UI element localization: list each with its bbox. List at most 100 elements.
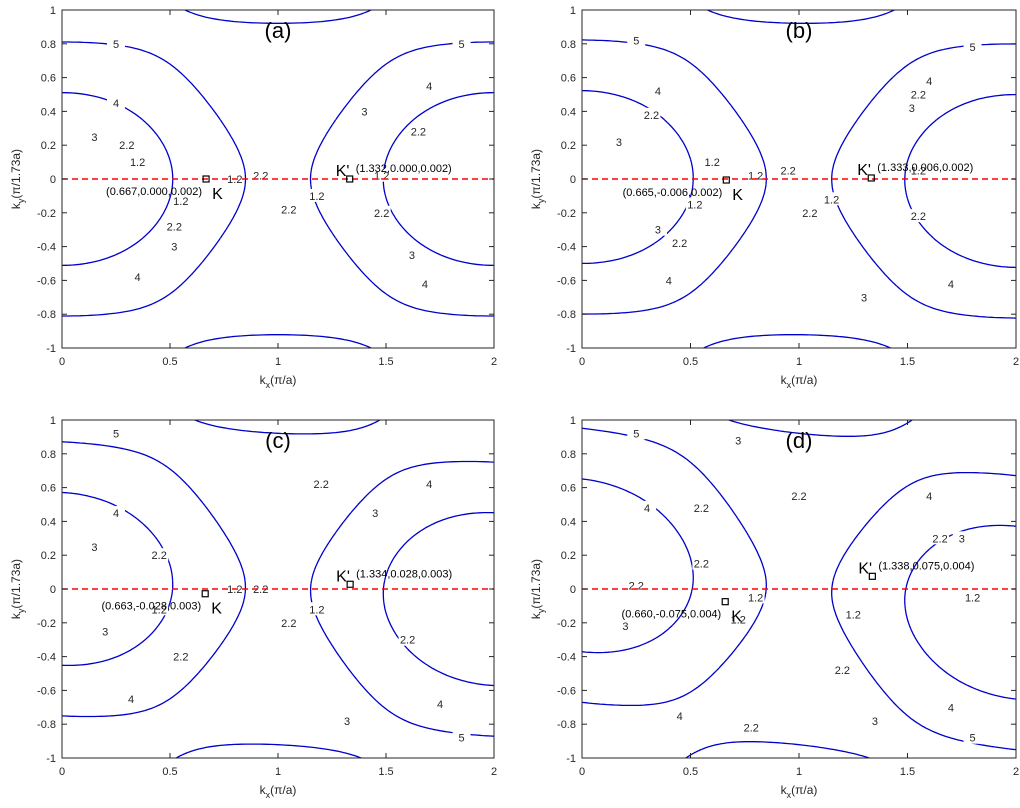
contour-label-bg — [150, 602, 169, 616]
contour-label: 1.2 — [152, 604, 167, 616]
contour-label-bg — [279, 615, 298, 629]
contour-label: 1.2 — [824, 194, 839, 206]
contour-label-bg — [312, 477, 331, 491]
contour-label: 1.2 — [965, 592, 980, 604]
contour-label: 1.2 — [748, 592, 763, 604]
y-tick-label: -1 — [566, 343, 576, 355]
y-tick-label: 0 — [570, 584, 576, 596]
contour-label: 4 — [426, 81, 432, 93]
contour-label: 2.2 — [791, 491, 806, 503]
contour-label: 4 — [926, 76, 932, 88]
contour-label-bg — [452, 36, 471, 50]
contour-label-bg — [171, 193, 190, 207]
x-tick-label: 0 — [579, 356, 585, 368]
panel-c: 1.2 1.2 1.2 2.2 2.2 2.2 2.2 2.2 2.2 3 3 3 3 4 4 4 4 5 5 0 0.… — [9, 415, 497, 800]
point-k-prime-label: K' — [336, 163, 350, 180]
x-tick-label: 0.5 — [683, 356, 698, 368]
y-tick-label: 0.6 — [41, 73, 56, 85]
contour-label: 2.2 — [400, 635, 415, 647]
contour-label: 1.2 — [309, 191, 324, 203]
x-tick-label: 1 — [796, 766, 802, 778]
contour-label-bg — [150, 548, 169, 562]
y-axis-label: ky(π/1.73a) — [9, 559, 26, 619]
contour-label: 1.2 — [227, 584, 242, 596]
contour-label: 2.2 — [744, 723, 759, 735]
contour-label-bg — [609, 134, 628, 148]
contour-level-2.2 — [62, 491, 494, 687]
contour-label: 4 — [113, 98, 119, 110]
y-tick-label: -0.4 — [557, 652, 576, 664]
point-k-coords: (0.667,0.000,0.002) — [106, 186, 202, 198]
contour-label: 3 — [102, 626, 108, 638]
x-tick-label: 1.5 — [378, 766, 393, 778]
contour-label: 2.2 — [167, 221, 182, 233]
contour-label: 3 — [171, 242, 177, 254]
contour-label: 5 — [970, 42, 976, 54]
contour-label: 2.2 — [281, 618, 296, 630]
y-tick-label: -0.2 — [37, 618, 56, 630]
contour-label-bg — [85, 129, 104, 143]
contour-label-bg — [920, 489, 939, 503]
y-tick-label: 0.8 — [41, 39, 56, 51]
contour-label: 3 — [91, 132, 97, 144]
y-tick-label: -0.6 — [557, 275, 576, 287]
contour-label: 3 — [655, 225, 661, 237]
contour-label-bg — [307, 188, 326, 202]
y-tick-label: 0.2 — [41, 140, 56, 152]
contour-label: 2.2 — [911, 211, 926, 223]
y-axis-label: ky(π/1.73a) — [529, 559, 546, 619]
contour-label: 3 — [909, 103, 915, 115]
y-tick-label: -0.6 — [37, 275, 56, 287]
x-tick-label: 0 — [59, 766, 65, 778]
contour-label-bg — [865, 713, 884, 727]
contour-label-bg — [96, 624, 115, 638]
contour-label: 4 — [926, 491, 932, 503]
point-k-label: K — [732, 187, 743, 204]
contour-label-bg — [963, 40, 982, 54]
contour-label-bg — [902, 101, 921, 115]
contour-label-bg — [128, 155, 147, 169]
contour-label: 2.2 — [911, 90, 926, 102]
contour-label-bg — [844, 607, 863, 621]
contour-label-bg — [107, 95, 125, 109]
y-tick-label: -0.2 — [557, 208, 576, 220]
contour-label: 5 — [459, 39, 465, 51]
x-axis-label: kx(π/a) — [781, 373, 818, 390]
contour-label-bg — [963, 590, 982, 604]
contour-label-bg — [746, 168, 765, 182]
y-tick-label: -0.8 — [37, 719, 56, 731]
contour-label: 4 — [666, 275, 672, 287]
point-k-coords: (0.660,-0.075,0.004) — [622, 609, 722, 621]
contour-label: 2.2 — [281, 204, 296, 216]
panel-a: 1.21.21.2 1.21.22.22.22.22.22.22.23333444… — [9, 5, 497, 390]
y-tick-label: 0.4 — [561, 106, 576, 118]
contour-label: 2.2 — [374, 208, 389, 220]
x-tick-label: 0.5 — [683, 766, 698, 778]
contour-label-bg — [746, 590, 765, 604]
panel-b: 1.21.21.2 1.21.22.22.22.22.22.22.23333444… — [529, 5, 1019, 390]
contour-label-bg — [171, 649, 190, 663]
contour-label: 1.2 — [227, 174, 242, 186]
contour-label-bg — [128, 270, 147, 284]
contour-label: 4 — [655, 86, 661, 98]
contour-label: 5 — [113, 39, 119, 51]
point-k-prime-marker — [867, 174, 875, 182]
contour-label-bg — [833, 663, 852, 677]
x-tick-label: 0.5 — [162, 766, 177, 778]
contour-label: 3 — [616, 137, 622, 149]
contour-label: 3 — [361, 106, 367, 118]
contour-label: 2.2 — [694, 559, 709, 571]
contour-label-bg — [941, 700, 960, 714]
point-k-prime-marker — [346, 580, 354, 588]
contour-label-bg — [963, 730, 982, 744]
y-tick-label: 0 — [50, 584, 56, 596]
y-tick-label: -1 — [566, 753, 576, 765]
contour-label-bg — [800, 205, 819, 219]
contour-label-bg — [279, 202, 298, 216]
contour-label-bg — [703, 155, 722, 169]
y-tick-label: 0.8 — [41, 449, 56, 461]
contour-label-bg — [402, 248, 421, 262]
contour-label-bg — [107, 36, 125, 50]
y-tick-label: 0 — [50, 174, 56, 186]
